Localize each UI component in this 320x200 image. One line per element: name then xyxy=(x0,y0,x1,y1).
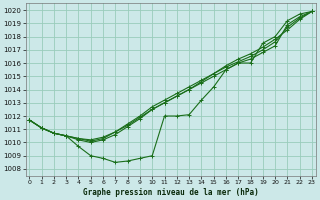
X-axis label: Graphe pression niveau de la mer (hPa): Graphe pression niveau de la mer (hPa) xyxy=(83,188,259,197)
